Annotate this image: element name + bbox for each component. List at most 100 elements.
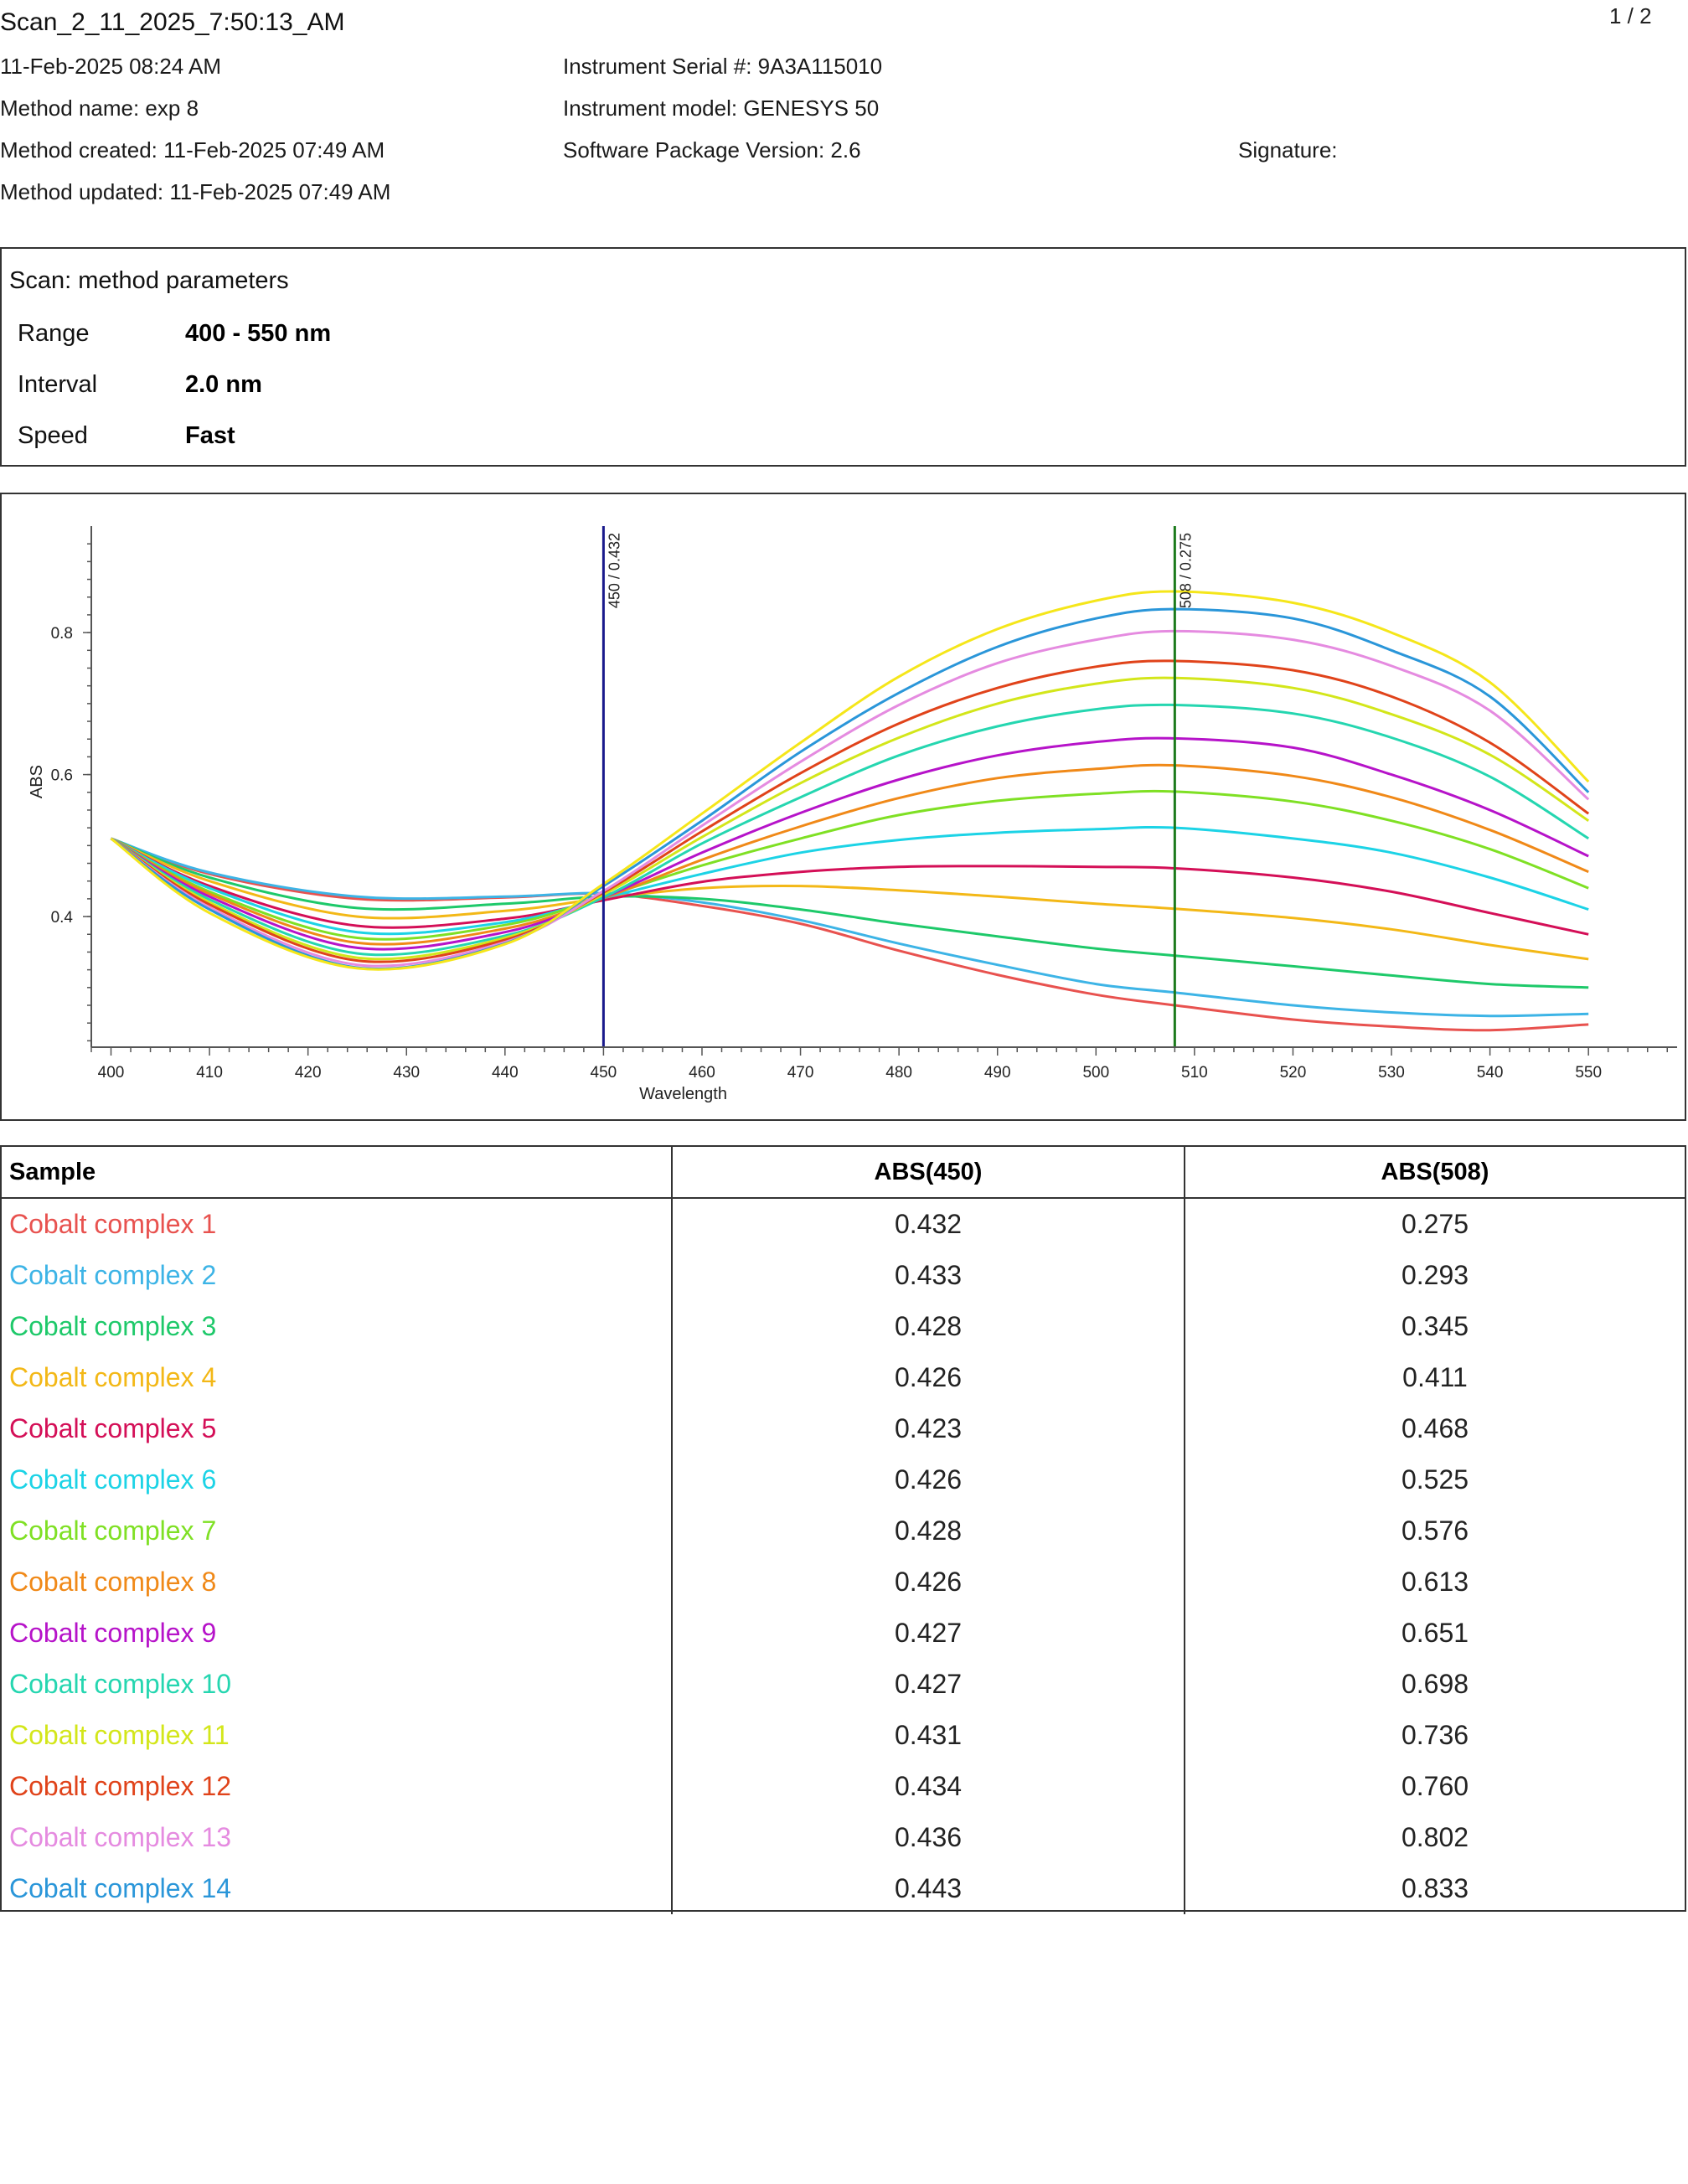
abs508-cell: 0.275 xyxy=(1401,1209,1469,1239)
sample-name-cell: Cobalt complex 11 xyxy=(2,1710,673,1761)
x-tick-label: 480 xyxy=(885,1064,912,1082)
table-header-row: Sample ABS(450) ABS(508) xyxy=(2,1147,1685,1199)
table-row: Cobalt complex 8 0.426 0.613 xyxy=(2,1557,1685,1608)
x-tick-label: 430 xyxy=(393,1064,420,1082)
sample-name-cell: Cobalt complex 1 xyxy=(2,1198,673,1250)
abs450-cell: 0.426 xyxy=(672,1454,1185,1505)
abs508-cell: 0.651 xyxy=(1401,1618,1469,1648)
x-tick-label: 520 xyxy=(1280,1064,1307,1082)
results-table: Sample ABS(450) ABS(508) Cobalt complex … xyxy=(2,1147,1685,1914)
x-tick-label: 410 xyxy=(196,1064,223,1082)
abs450-cell: 0.432 xyxy=(672,1198,1185,1250)
sample-name-cell: Cobalt complex 8 xyxy=(2,1557,673,1608)
report-title: Scan_2_11_2025_7:50:13_AM xyxy=(0,8,345,36)
results-table-panel: Sample ABS(450) ABS(508) Cobalt complex … xyxy=(0,1145,1686,1914)
abs508-cell: 0.576 xyxy=(1401,1515,1469,1546)
table-row: Cobalt complex 3 0.428 0.345 xyxy=(2,1301,1685,1352)
abs508-cell: 0.345 xyxy=(1401,1311,1469,1341)
sample-name-cell: Cobalt complex 2 xyxy=(2,1250,673,1301)
wavelength-marker-label: 508 / 0.275 xyxy=(1177,533,1194,608)
abs450-cell: 0.436 xyxy=(672,1812,1185,1863)
x-tick-label: 450 xyxy=(591,1064,617,1082)
series-line-4 xyxy=(110,837,1589,961)
table-row: Cobalt complex 7 0.428 0.576 xyxy=(2,1505,1685,1557)
table-row: Cobalt complex 1 0.432 0.275 xyxy=(2,1198,1685,1250)
column-header-sample: Sample xyxy=(2,1147,673,1199)
param-range-value: 400 - 550 nm xyxy=(185,320,332,347)
page-number: 1 / 2 xyxy=(1609,3,1652,28)
x-tick-label: 420 xyxy=(295,1064,322,1082)
signature-label: Signature: xyxy=(1238,137,1338,163)
x-tick-label: 500 xyxy=(1082,1064,1109,1082)
table-row: Cobalt complex 11 0.431 0.736 xyxy=(2,1710,1685,1761)
series-line-12 xyxy=(110,659,1590,963)
abs508-cell: 0.802 xyxy=(1401,1822,1469,1852)
x-tick-label: 540 xyxy=(1477,1064,1504,1082)
abs450-cell: 0.423 xyxy=(672,1403,1185,1454)
y-tick-label: 0.8 xyxy=(51,625,73,643)
spectrum-chart-panel: 400 410 420 430 440 450 460 470 480 490 500 510 520 5… xyxy=(0,493,1686,1121)
method-updated: Method updated: 11-Feb-2025 07:49 AM xyxy=(0,179,391,204)
series-line-2 xyxy=(111,837,1589,1018)
abs508-cell: 0.698 xyxy=(1401,1669,1469,1699)
x-tick-label: 400 xyxy=(98,1064,125,1082)
report-datetime: 11-Feb-2025 08:24 AM xyxy=(0,54,222,79)
software-version: Software Package Version: 2.6 xyxy=(563,137,861,163)
x-tick-label: 470 xyxy=(787,1064,814,1082)
x-tick-label: 550 xyxy=(1575,1064,1602,1082)
sample-name-cell: Cobalt complex 3 xyxy=(2,1301,673,1352)
table-row: Cobalt complex 2 0.433 0.293 xyxy=(2,1250,1685,1301)
table-row: Cobalt complex 5 0.423 0.468 xyxy=(2,1403,1685,1454)
series-line-5 xyxy=(110,837,1589,936)
abs450-cell: 0.427 xyxy=(672,1659,1185,1710)
x-tick-label: 460 xyxy=(689,1064,715,1082)
series-line-7 xyxy=(110,789,1589,941)
sample-name-cell: Cobalt complex 5 xyxy=(2,1403,673,1454)
method-created: Method created: 11-Feb-2025 07:49 AM xyxy=(0,137,385,163)
method-parameters-title: Scan: method parameters xyxy=(9,267,289,294)
abs450-cell: 0.426 xyxy=(672,1557,1185,1608)
param-interval-label: Interval xyxy=(18,371,98,398)
param-speed-label: Speed xyxy=(18,422,88,449)
table-row: Cobalt complex 14 0.443 0.833 xyxy=(2,1863,1685,1914)
abs450-cell: 0.443 xyxy=(672,1863,1185,1914)
x-tick-label: 530 xyxy=(1378,1064,1405,1082)
table-row: Cobalt complex 13 0.436 0.802 xyxy=(2,1812,1685,1863)
abs450-cell: 0.426 xyxy=(672,1352,1185,1403)
series-line-14 xyxy=(110,607,1590,970)
method-parameters-panel: Scan: method parameters Range 400 - 550 … xyxy=(0,247,1686,467)
param-interval-value: 2.0 nm xyxy=(185,371,262,398)
x-tick-label: 510 xyxy=(1181,1064,1208,1082)
series-line-3 xyxy=(110,837,1589,989)
sample-name-cell: Cobalt complex 9 xyxy=(2,1608,673,1659)
y-tick-label: 0.6 xyxy=(51,767,73,785)
sample-name-cell: Cobalt complex 12 xyxy=(2,1761,673,1812)
table-row: Cobalt complex 4 0.426 0.411 xyxy=(2,1352,1685,1403)
series-line-9 xyxy=(110,736,1589,951)
column-header-abs450: ABS(450) xyxy=(672,1147,1185,1199)
abs508-cell: 0.833 xyxy=(1401,1873,1469,1903)
table-row: Cobalt complex 6 0.426 0.525 xyxy=(2,1454,1685,1505)
sample-name-cell: Cobalt complex 13 xyxy=(2,1812,673,1863)
x-axis-label: Wavelength xyxy=(639,1085,727,1103)
x-tick-label: 440 xyxy=(492,1064,519,1082)
wavelength-marker-label: 450 / 0.432 xyxy=(606,533,622,608)
abs450-cell: 0.434 xyxy=(672,1761,1185,1812)
column-header-abs508: ABS(508) xyxy=(1185,1147,1685,1199)
series-line-15 xyxy=(110,590,1590,971)
param-range-label: Range xyxy=(18,320,90,347)
instrument-serial: Instrument Serial #: 9A3A115010 xyxy=(563,54,883,79)
sample-name-cell: Cobalt complex 14 xyxy=(2,1863,673,1914)
table-row: Cobalt complex 9 0.427 0.651 xyxy=(2,1608,1685,1659)
abs508-cell: 0.293 xyxy=(1401,1260,1469,1290)
method-name: Method name: exp 8 xyxy=(0,96,199,121)
table-row: Cobalt complex 10 0.427 0.698 xyxy=(2,1659,1685,1710)
abs450-cell: 0.428 xyxy=(672,1505,1185,1557)
y-tick-label: 0.4 xyxy=(51,909,74,927)
series-line-6 xyxy=(110,825,1589,936)
series-line-11 xyxy=(110,676,1590,961)
sample-name-cell: Cobalt complex 7 xyxy=(2,1505,673,1557)
y-axis-label: ABS xyxy=(28,765,46,798)
sample-name-cell: Cobalt complex 6 xyxy=(2,1454,673,1505)
sample-name-cell: Cobalt complex 10 xyxy=(2,1659,673,1710)
